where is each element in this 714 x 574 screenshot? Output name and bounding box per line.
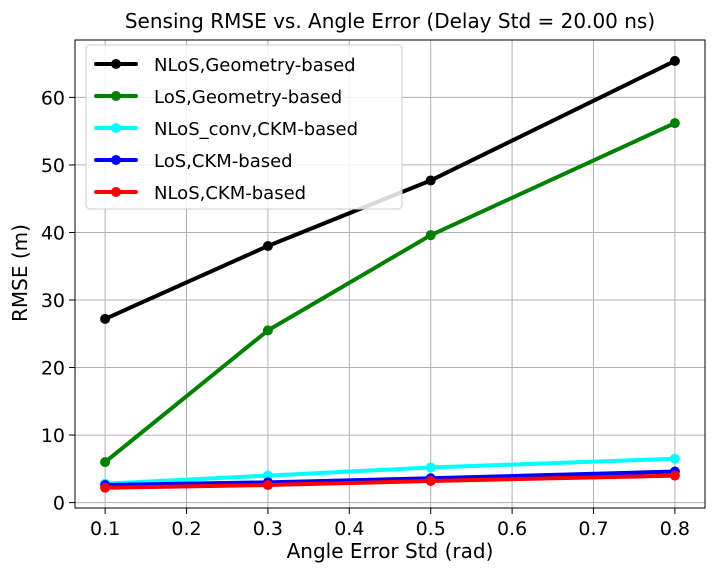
legend-swatch-marker [111, 91, 121, 101]
data-point [100, 313, 111, 324]
data-point [100, 482, 111, 493]
x-tick-label: 0.4 [334, 518, 364, 540]
legend-swatch-marker [111, 155, 121, 165]
y-axis-label: RMSE (m) [8, 224, 32, 322]
data-point [100, 457, 111, 468]
plot-frame [74, 39, 706, 509]
y-tick-label: 10 [41, 425, 65, 447]
y-tick-label: 30 [41, 290, 65, 312]
y-tick-label: 60 [41, 87, 65, 109]
series-line [103, 469, 677, 488]
legend-item: NLoS,CKM-based [94, 183, 306, 204]
legend-item: LoS,CKM-based [94, 151, 293, 172]
data-point [669, 118, 680, 129]
x-tick-label: 0.3 [253, 518, 283, 540]
series-line [103, 473, 677, 490]
x-tick-label: 0.6 [497, 518, 527, 540]
x-tick-label: 0.7 [578, 518, 608, 540]
data-point [262, 240, 273, 251]
x-tick-label: 0.1 [90, 518, 120, 540]
legend-label: NLoS,Geometry-based [154, 55, 356, 76]
ticks: 0.1 0.2 0.3 0.4 0.5 0.6 0.7 0.8 0 10 20 30 40 50 60 [41, 87, 690, 540]
legend: NLoS,Geometry-based LoS,Geometry-based NLo… [85, 44, 403, 210]
data-point [425, 475, 436, 486]
legend-label: LoS,Geometry-based [154, 87, 342, 108]
series-NLoS,CKM-based [100, 470, 680, 493]
legend-swatch-marker [111, 187, 121, 197]
data-point [669, 55, 680, 66]
series-layer [100, 55, 680, 493]
chart-title: Sensing RMSE vs. Angle Error (Delay Std … [125, 9, 655, 33]
data-point [262, 480, 273, 491]
y-tick-label: 50 [41, 155, 65, 177]
legend-label: LoS,CKM-based [154, 151, 293, 172]
x-axis-label: Angle Error Std (rad) [287, 539, 494, 563]
data-point [262, 325, 273, 336]
data-point [669, 453, 680, 464]
legend-item: NLoS_conv,CKM-based [94, 119, 358, 140]
legend-item: LoS,Geometry-based [94, 87, 342, 108]
series-NLoS,Geometry-based [100, 55, 680, 324]
y-tick-label: 40 [41, 222, 65, 244]
y-tick-label: 20 [41, 358, 65, 380]
data-point [425, 462, 436, 473]
legend-label: NLoS,CKM-based [154, 183, 306, 204]
series-LoS,Geometry-based [100, 118, 680, 468]
series-line [103, 58, 677, 321]
legend-swatch-marker [111, 123, 121, 133]
series-line [103, 456, 677, 486]
series-line [103, 121, 677, 465]
data-point [425, 175, 436, 186]
x-tick-label: 0.8 [660, 518, 690, 540]
legend-label: NLoS_conv,CKM-based [154, 119, 358, 140]
legend-item: NLoS,Geometry-based [94, 55, 356, 76]
data-point [669, 470, 680, 481]
legend-box [85, 44, 403, 210]
legend-swatch-marker [111, 59, 121, 69]
x-tick-label: 0.5 [416, 518, 446, 540]
y-tick-label: 0 [53, 493, 65, 515]
data-point [425, 230, 436, 241]
x-tick-label: 0.2 [171, 518, 201, 540]
